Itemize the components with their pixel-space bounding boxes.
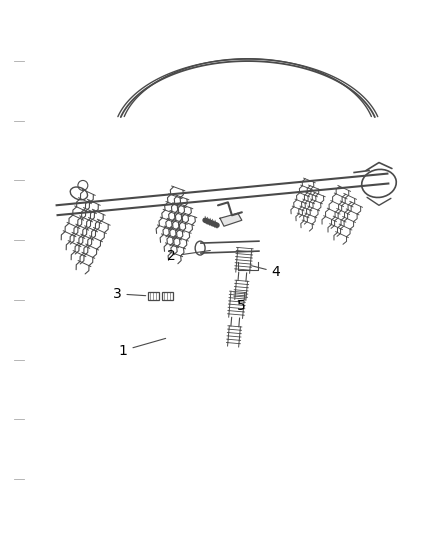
Text: 5: 5 (237, 299, 246, 313)
Text: 2: 2 (167, 249, 210, 263)
Text: 1: 1 (119, 338, 166, 358)
Polygon shape (220, 213, 242, 226)
Bar (148, 292, 159, 300)
Text: 4: 4 (251, 265, 280, 279)
Bar (162, 292, 173, 300)
Text: 3: 3 (113, 287, 146, 301)
